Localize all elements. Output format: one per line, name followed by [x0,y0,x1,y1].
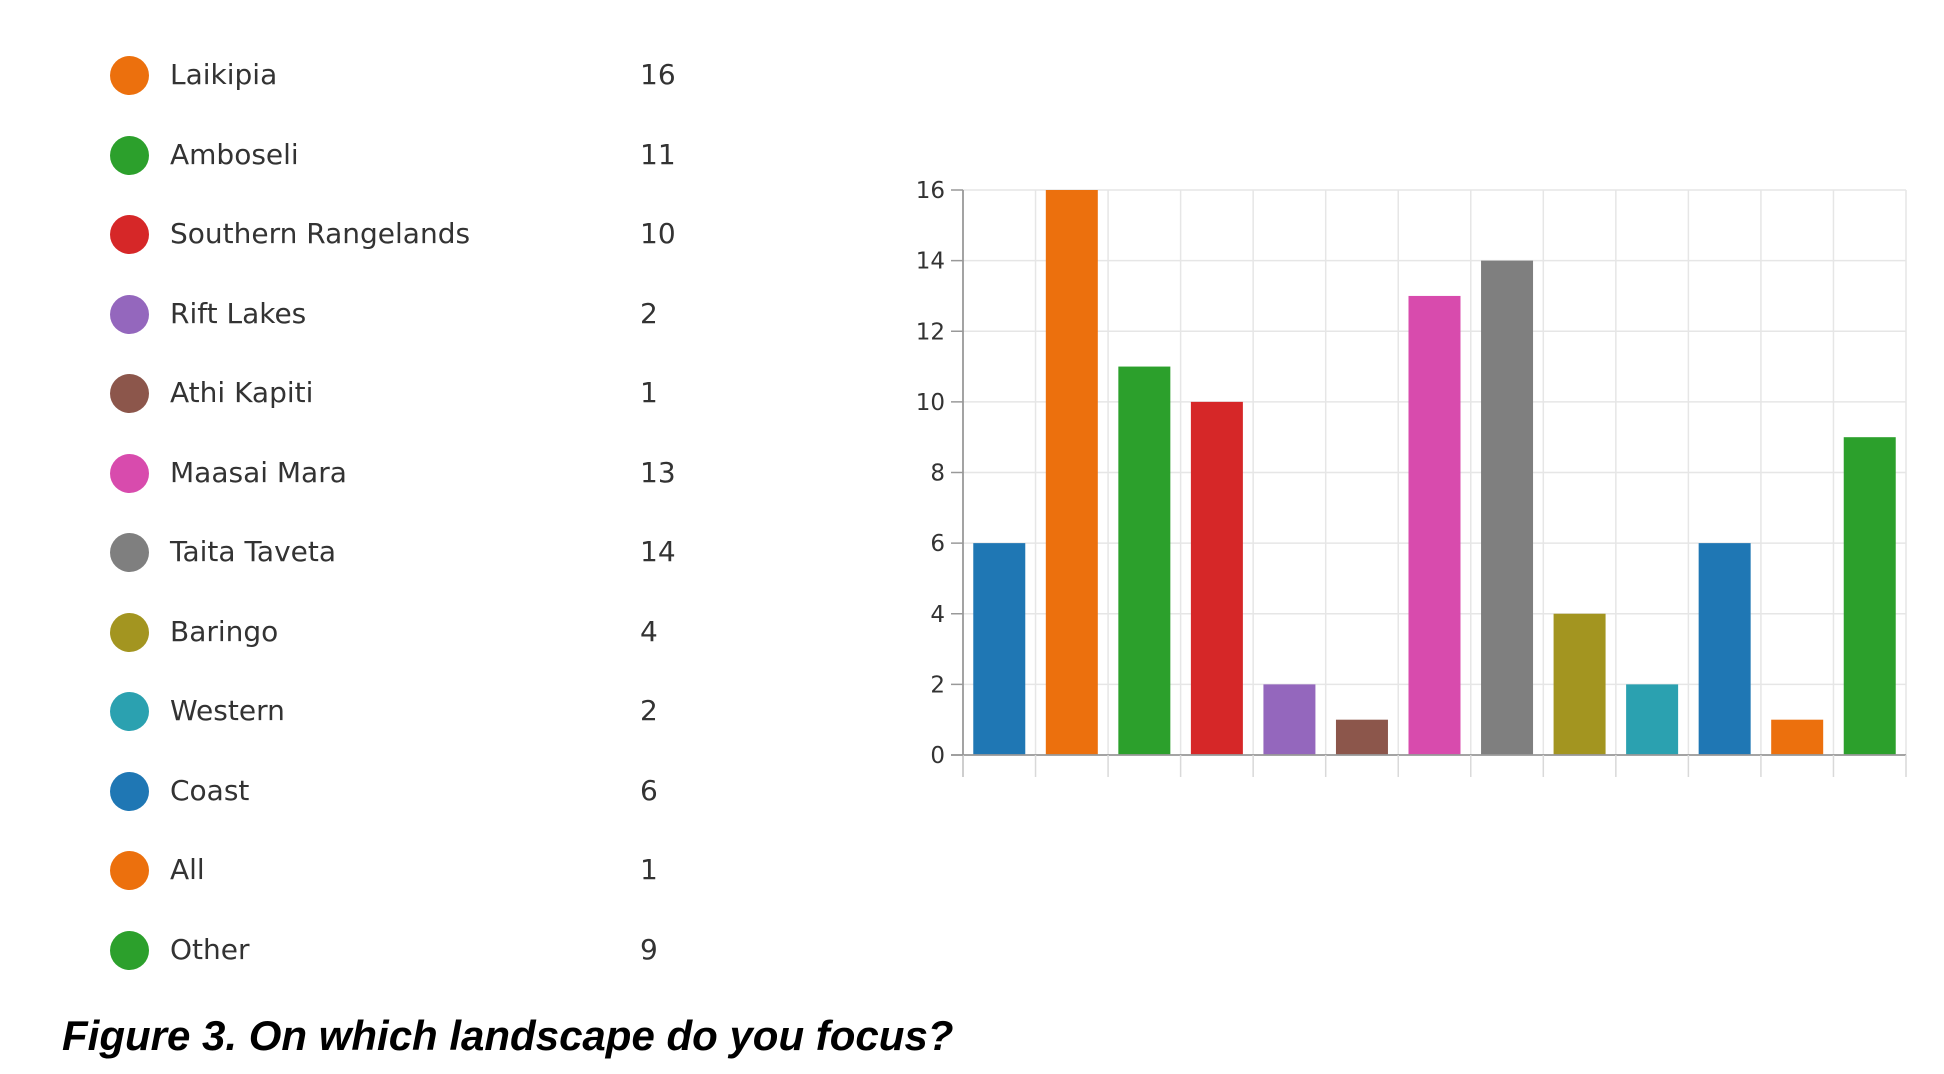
legend-item: Coast 6 [110,761,710,821]
y-tick-label: 16 [916,178,945,204]
bar [1263,684,1316,755]
legend-label: Maasai Mara [170,455,347,489]
legend-count: 2 [640,296,658,330]
bar-chart: 0 2 4 6 8 10 12 14 16 [916,178,1907,777]
legend-swatch [110,771,149,811]
legend-count: 9 [640,932,658,966]
y-tick-label: 12 [916,319,945,345]
legend-item: Amboseli 11 [110,125,710,185]
y-tick-label: 8 [930,461,945,487]
bar [1771,719,1824,755]
legend-label: Western [170,694,285,727]
bar [1118,366,1171,755]
legend-swatch [110,930,149,970]
legend-swatch [110,56,149,95]
legend-label: Southern Rangelands [170,217,471,250]
legend-item: All 1 [110,840,710,900]
bar [1843,437,1896,755]
legend-item: Laikipia 16 [110,45,710,105]
legend-swatch [110,692,149,731]
legend-count: 11 [640,137,676,171]
legend-swatch [110,453,149,493]
legend-count: 10 [640,217,676,250]
y-tick-label: 6 [930,531,945,557]
bar [1045,190,1098,755]
legend-count: 16 [640,58,676,91]
legend-item: Rift Lakes 2 [110,284,710,344]
legend-label: Amboseli [170,137,299,171]
legend-swatch [110,851,149,890]
legend-item: Taita Taveta 14 [110,522,710,582]
legend-label: Laikipia [170,58,278,91]
y-tick-label: 0 [930,743,945,769]
legend-item: Southern Rangelands 10 [110,204,710,264]
y-tick-label: 2 [930,672,945,698]
legend-item: Maasai Mara 13 [110,443,710,503]
legend-item: Baringo 4 [110,602,710,662]
legend-swatch [110,374,149,413]
legend-swatch [110,533,149,572]
bar [1408,295,1461,755]
bar [1553,613,1606,755]
bar [1626,684,1679,755]
legend-label: Rift Lakes [170,296,307,330]
legend-swatch [110,215,149,254]
legend-label: Coast [170,773,250,807]
legend-label: Other [170,932,250,966]
legend-count: 1 [640,376,658,409]
bar [1335,719,1388,755]
bar [1190,401,1243,755]
legend-label: Taita Taveta [170,535,337,568]
legend-swatch [110,294,149,334]
legend-count: 2 [640,694,658,727]
legend-count: 1 [640,853,658,886]
legend-swatch [110,612,149,652]
legend-count: 14 [640,535,676,568]
bar [973,543,1026,755]
y-tick-label: 10 [916,390,945,416]
bar [1698,543,1751,755]
legend-label: Baringo [170,614,279,648]
legend-label: All [170,853,205,886]
legend-item: Western 2 [110,681,710,741]
y-tick-label: 14 [916,249,945,275]
figure-caption: Figure 3. On which landscape do you focu… [62,1012,954,1059]
y-tick-label: 4 [930,602,945,628]
legend-item: Other 9 [110,920,710,980]
chart-legend: Laikipia 16 Amboseli 11 Southern Rangelands 1… [0,0,760,1000]
legend-label: Athi Kapiti [170,376,314,409]
legend-count: 13 [640,455,676,489]
legend-swatch [110,135,149,175]
legend-item: Athi Kapiti 1 [110,363,710,423]
legend-count: 6 [640,773,658,807]
legend-count: 4 [640,614,658,648]
bar [1481,260,1534,755]
